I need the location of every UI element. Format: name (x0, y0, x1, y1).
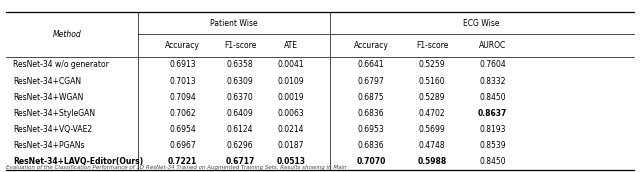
Text: 0.6370: 0.6370 (227, 93, 253, 102)
Text: Method: Method (53, 30, 81, 39)
Text: AUROC: AUROC (479, 41, 506, 50)
Text: Accuracy: Accuracy (165, 41, 200, 50)
Text: Accuracy: Accuracy (354, 41, 388, 50)
Text: 0.8539: 0.8539 (479, 141, 506, 150)
Text: ResNet-34+LAVQ-Editor(Ours): ResNet-34+LAVQ-Editor(Ours) (13, 157, 143, 166)
Text: 0.8450: 0.8450 (479, 93, 506, 102)
Text: ResNet-34+VQ-VAE2: ResNet-34+VQ-VAE2 (13, 125, 92, 134)
Text: 0.6836: 0.6836 (358, 141, 385, 150)
Text: 0.7604: 0.7604 (479, 60, 506, 69)
Text: 0.0214: 0.0214 (278, 125, 305, 134)
Text: 0.7062: 0.7062 (169, 109, 196, 118)
Text: ECG Wise: ECG Wise (463, 19, 500, 28)
Text: ResNet-34+CGAN: ResNet-34+CGAN (13, 77, 81, 85)
Text: 0.6124: 0.6124 (227, 125, 253, 134)
Text: 0.7221: 0.7221 (168, 157, 197, 166)
Text: 0.5988: 0.5988 (417, 157, 447, 166)
Text: 0.6836: 0.6836 (358, 109, 385, 118)
Text: Patient Wise: Patient Wise (210, 19, 257, 28)
Text: F1-score: F1-score (416, 41, 448, 50)
Text: 0.7070: 0.7070 (356, 157, 386, 166)
Text: 0.6296: 0.6296 (227, 141, 253, 150)
Text: ResNet-34+WGAN: ResNet-34+WGAN (13, 93, 83, 102)
Text: 0.8637: 0.8637 (478, 109, 508, 118)
Text: 0.8193: 0.8193 (479, 125, 506, 134)
Text: 0.6913: 0.6913 (169, 60, 196, 69)
Text: 0.5160: 0.5160 (419, 77, 445, 85)
Text: 0.6358: 0.6358 (227, 60, 253, 69)
Text: 0.6875: 0.6875 (358, 93, 385, 102)
Text: 0.8332: 0.8332 (479, 77, 506, 85)
Text: ResNet-34+PGANs: ResNet-34+PGANs (13, 141, 84, 150)
Text: 0.6409: 0.6409 (227, 109, 253, 118)
Text: 0.6797: 0.6797 (358, 77, 385, 85)
Text: 0.0109: 0.0109 (278, 77, 305, 85)
Text: ResNet-34 w/o generator: ResNet-34 w/o generator (13, 60, 109, 69)
Text: 0.0063: 0.0063 (278, 109, 305, 118)
Text: 0.5699: 0.5699 (419, 125, 445, 134)
Text: 0.5259: 0.5259 (419, 60, 445, 69)
Text: 0.6641: 0.6641 (358, 60, 385, 69)
Text: 0.4748: 0.4748 (419, 141, 445, 150)
Text: Evaluation of the Classification Performance of 1D ResNet-34 Trained on Augmente: Evaluation of the Classification Perform… (6, 165, 347, 170)
Text: 0.7094: 0.7094 (169, 93, 196, 102)
Text: 0.0187: 0.0187 (278, 141, 305, 150)
Text: 0.6717: 0.6717 (225, 157, 255, 166)
Text: 0.0513: 0.0513 (276, 157, 306, 166)
Text: 0.6953: 0.6953 (358, 125, 385, 134)
Text: 0.6954: 0.6954 (169, 125, 196, 134)
Text: 0.6967: 0.6967 (169, 141, 196, 150)
Text: 0.8450: 0.8450 (479, 157, 506, 166)
Text: 0.7013: 0.7013 (169, 77, 196, 85)
Text: 0.0041: 0.0041 (278, 60, 305, 69)
Text: 0.0019: 0.0019 (278, 93, 305, 102)
Text: ATE: ATE (284, 41, 298, 50)
Text: F1-score: F1-score (224, 41, 256, 50)
Text: ResNet-34+StyleGAN: ResNet-34+StyleGAN (13, 109, 95, 118)
Text: 0.4702: 0.4702 (419, 109, 445, 118)
Text: 0.6309: 0.6309 (227, 77, 253, 85)
Text: 0.5289: 0.5289 (419, 93, 445, 102)
